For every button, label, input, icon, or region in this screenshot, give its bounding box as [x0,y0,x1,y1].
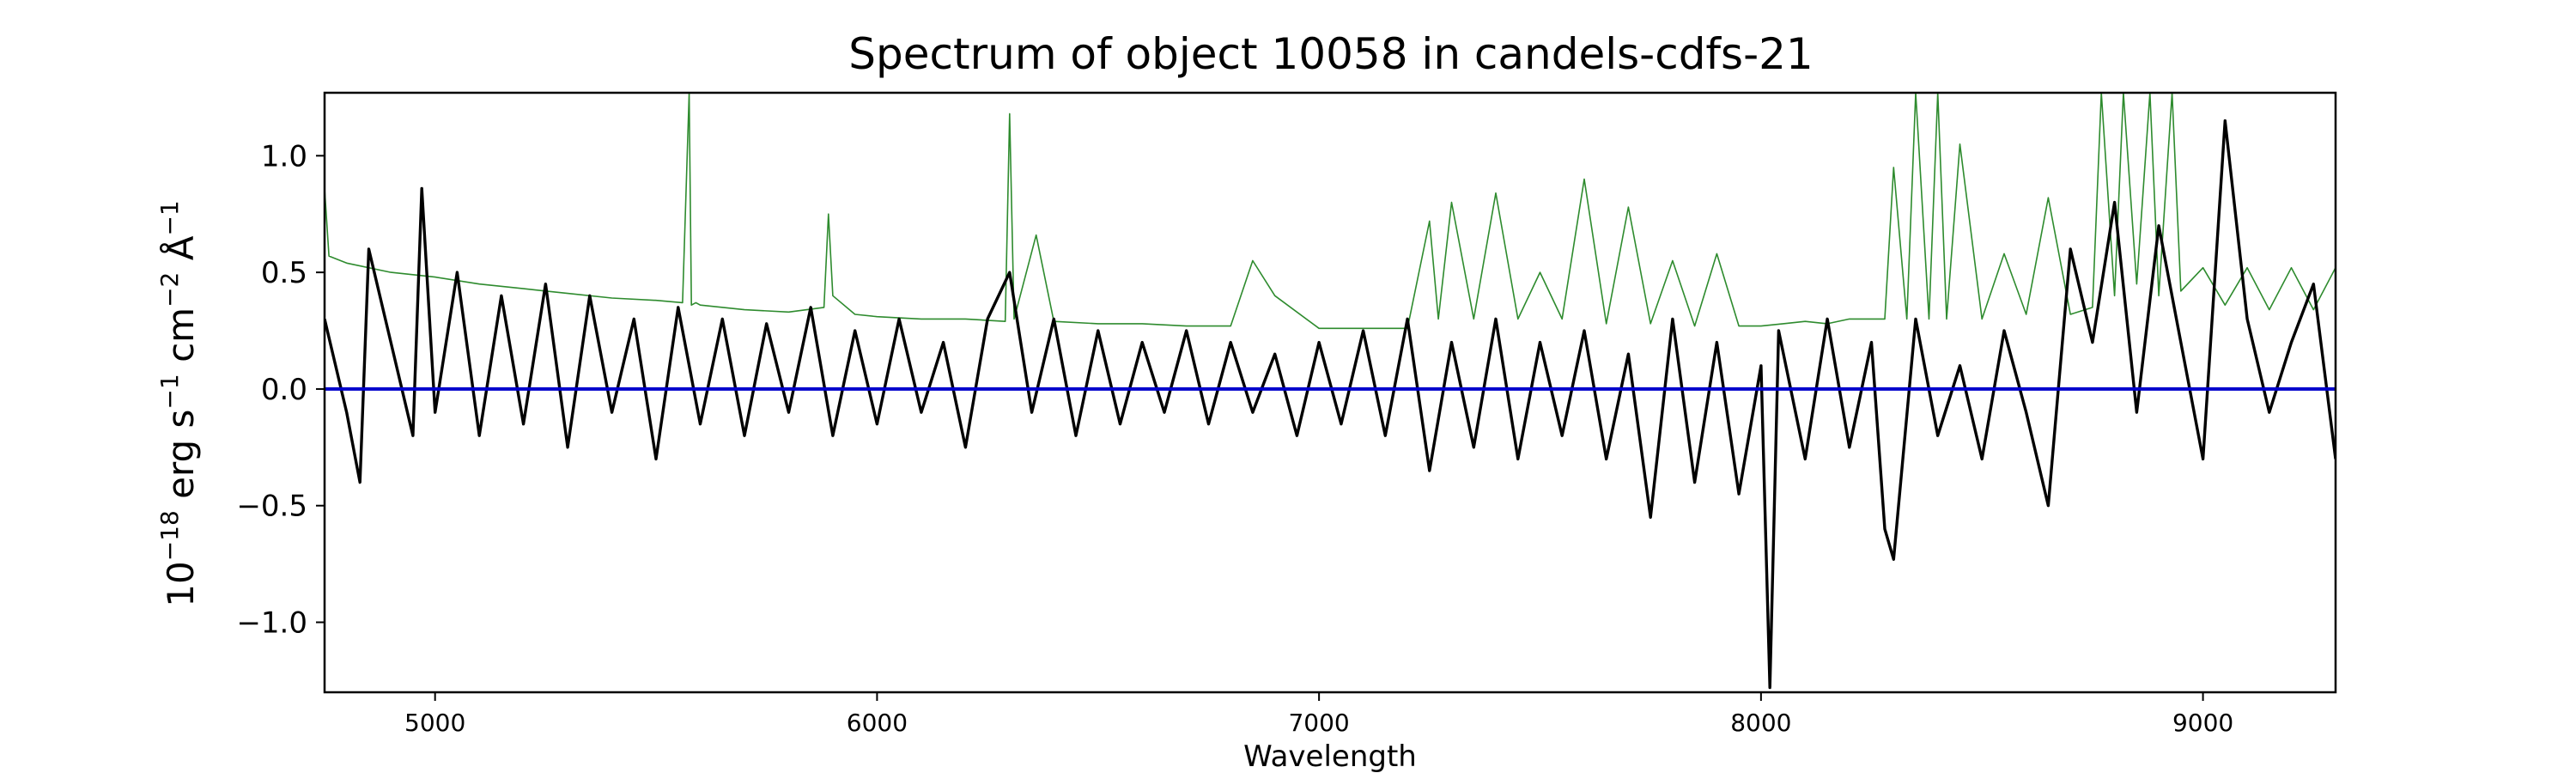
x-axis-label: Wavelength [1243,740,1417,773]
y-tick-label: 0.0 [261,373,307,407]
x-tick-label: 5000 [404,709,465,737]
x-axis-ticks: 5000 6000 7000 8000 9000 [404,692,2233,737]
x-tick-label: 9000 [2172,709,2233,737]
svg-text:10−18 erg s−1 cm−2 Å−1: 10−18 erg s−1 cm−2 Å−1 [155,200,202,606]
y-tick-label: −0.5 [236,490,307,524]
ylabel-sup-3: −2 [155,272,184,307]
ylabel-unit-1: erg s [160,410,202,511]
series-line-1 [325,119,2336,690]
x-tick-label: 6000 [847,709,908,737]
y-axis-ticks: −1.0 −0.5 0.0 0.5 1.0 [236,139,325,641]
series-line-0 [325,93,2336,330]
ylabel-unit-3: Å [159,235,202,271]
x-tick-label: 7000 [1288,709,1349,737]
ylabel-unit-2: cm [160,307,202,374]
chart-title: Spectrum of object 10058 in candels-cdfs… [848,29,1814,79]
y-axis-label: 10−18 erg s−1 cm−2 Å−1 [155,200,202,606]
y-tick-label: 1.0 [261,139,307,173]
ylabel-sup-4: −1 [155,200,184,235]
y-tick-label: 0.5 [261,256,307,290]
ylabel-sup-2: −1 [155,374,184,409]
x-tick-label: 8000 [1730,709,1791,737]
plot-series [325,93,2336,690]
ylabel-base: 10 [160,561,202,606]
plot-frame [323,91,2337,694]
y-tick-label: −1.0 [236,606,307,641]
ylabel-sup-1: −18 [155,510,184,561]
